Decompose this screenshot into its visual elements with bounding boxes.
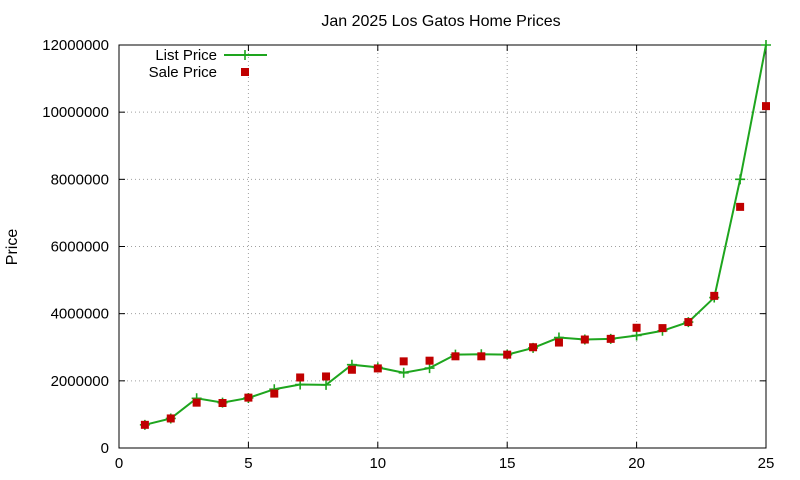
sale-price-point bbox=[736, 202, 745, 211]
series-sale-price bbox=[140, 102, 770, 429]
sale-price-point bbox=[244, 393, 253, 402]
sale-price-point bbox=[632, 323, 641, 332]
sale-price-point bbox=[166, 414, 175, 423]
y-tick-label: 4000000 bbox=[51, 306, 109, 323]
list-price-point bbox=[321, 379, 332, 390]
plot-frame bbox=[118, 44, 767, 449]
sale-price-point bbox=[425, 356, 434, 365]
sale-price-point bbox=[580, 335, 589, 344]
list-price-point bbox=[424, 363, 435, 374]
grid-lines bbox=[119, 45, 766, 448]
y-tick-label: 2000000 bbox=[51, 373, 109, 390]
x-tick-label: 0 bbox=[115, 455, 123, 472]
data-series bbox=[139, 40, 771, 430]
sale-price-point bbox=[218, 398, 227, 407]
sale-price-point bbox=[347, 365, 356, 374]
sale-price-point bbox=[554, 338, 563, 347]
legend-plus-marker bbox=[240, 50, 250, 60]
sale-price-point bbox=[270, 389, 279, 398]
sale-price-point bbox=[399, 357, 408, 366]
series-list-price bbox=[139, 40, 771, 430]
list-price-point bbox=[761, 40, 771, 50]
axis-ticks: 0 5 10 15 20 25 0 2000000 4000000 6000000 8000000 1… bbox=[42, 37, 774, 472]
sale-price-point bbox=[658, 324, 667, 333]
y-tick-label: 6000000 bbox=[51, 239, 109, 256]
legend-label: Sale Price bbox=[149, 64, 217, 81]
sale-price-point bbox=[477, 352, 486, 361]
legend-square-marker bbox=[241, 68, 249, 76]
y-tick-label: 8000000 bbox=[51, 171, 109, 188]
sale-price-point bbox=[529, 343, 538, 352]
sale-price-point bbox=[606, 334, 615, 343]
sale-price-point bbox=[140, 420, 149, 429]
y-tick-label: 12000000 bbox=[42, 37, 109, 54]
sale-price-point bbox=[710, 291, 719, 300]
y-axis-label: Price bbox=[4, 229, 21, 266]
sale-price-point bbox=[503, 350, 512, 359]
legend-label: List Price bbox=[155, 47, 217, 64]
x-tick-label: 15 bbox=[499, 455, 516, 472]
y-tick-label: 10000000 bbox=[42, 104, 109, 121]
list-price-point bbox=[735, 174, 746, 185]
sale-price-point bbox=[373, 364, 382, 373]
list-price-line bbox=[144, 44, 767, 426]
sale-price-point bbox=[192, 398, 201, 407]
sale-price-point bbox=[684, 318, 693, 327]
sale-price-point bbox=[322, 372, 331, 381]
x-tick-label: 25 bbox=[758, 455, 775, 472]
x-tick-label: 20 bbox=[628, 455, 645, 472]
sale-price-point bbox=[296, 373, 305, 382]
list-price-point bbox=[631, 330, 642, 341]
chart-title: Jan 2025 Los Gatos Home Prices bbox=[321, 13, 560, 30]
y-tick-label: 0 bbox=[101, 440, 109, 457]
x-tick-label: 5 bbox=[244, 455, 252, 472]
sale-price-point bbox=[762, 102, 770, 111]
sale-price-point bbox=[451, 352, 460, 361]
list-price-point bbox=[398, 367, 409, 378]
x-tick-label: 10 bbox=[369, 455, 386, 472]
